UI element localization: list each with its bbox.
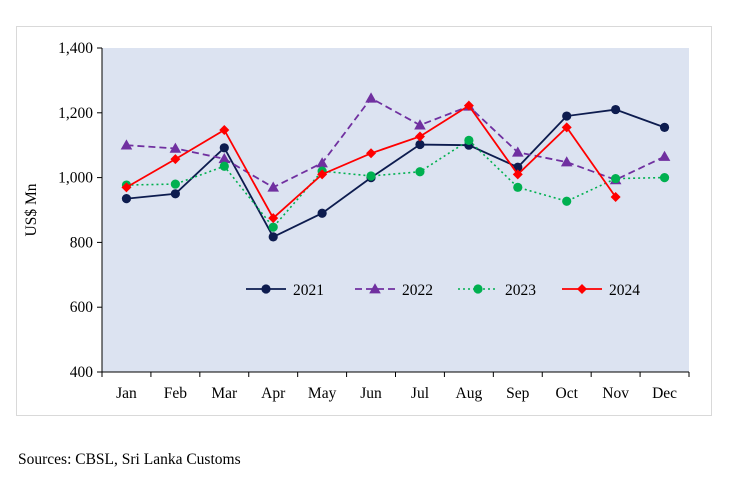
data-point-2023-Oct: [562, 196, 572, 206]
data-point-2023-Mar: [219, 161, 229, 171]
data-point-2024-Jan: [121, 182, 132, 193]
x-tick-label: Mar: [211, 385, 238, 402]
legend-marker-2023: [473, 284, 483, 294]
x-tick-label: Oct: [556, 385, 579, 402]
data-point-2023-Dec: [659, 173, 670, 183]
data-point-2021-Mar: [219, 143, 229, 153]
legend-item-2023: 2023: [458, 282, 536, 299]
data-point-2023-Aug: [464, 135, 474, 145]
data-point-2021-Apr: [268, 232, 278, 242]
data-point-2024-Nov: [610, 192, 621, 203]
plot-area: [102, 48, 689, 372]
data-point-2023-Apr: [268, 222, 278, 232]
x-tick-label: Sep: [506, 385, 530, 402]
x-tick-label: Jul: [411, 385, 429, 402]
legend-label-2021: 2021: [293, 282, 324, 299]
y-tick-label: 800: [70, 234, 94, 251]
data-point-2024-Jul: [414, 131, 425, 142]
data-point-2024-Aug: [463, 100, 474, 111]
x-tick-label: Feb: [164, 385, 188, 402]
series-2024: [121, 100, 621, 224]
data-point-2022-Apr: [267, 181, 280, 192]
data-point-2023-Jul: [415, 167, 425, 177]
data-point-2021-Feb: [170, 189, 180, 199]
x-tick-label: Nov: [602, 385, 629, 402]
data-point-2022-Sep: [511, 146, 524, 157]
y-axis-label: US$ Mn: [23, 183, 40, 236]
y-tick-label: 600: [70, 299, 94, 316]
data-point-2023-Nov: [611, 173, 621, 184]
series-line-2021: [126, 108, 665, 239]
data-point-2024-Apr: [268, 213, 279, 224]
data-point-2021-Jul: [415, 139, 425, 150]
data-point-2021-Oct: [562, 111, 572, 121]
data-point-2021-Nov: [611, 104, 621, 115]
series-line-2022: [126, 97, 665, 189]
data-point-2024-Oct: [561, 122, 572, 133]
y-tick-label: 1,200: [58, 105, 93, 122]
legend-label-2023: 2023: [505, 282, 536, 299]
data-point-2021-Sep: [513, 162, 523, 172]
data-point-2021-May: [317, 208, 327, 218]
series-2022: [120, 92, 671, 192]
x-tick-label: May: [308, 385, 337, 402]
data-point-2022-Oct: [560, 156, 573, 167]
legend-marker-2024: [577, 284, 587, 294]
x-tick-label: Aug: [456, 385, 483, 402]
source-note: Sources: CBSL, Sri Lanka Customs: [18, 451, 241, 468]
data-point-2024-Mar: [219, 124, 230, 135]
data-point-2023-Sep: [513, 182, 523, 192]
data-point-2023-Feb: [170, 179, 180, 189]
x-tick-label: Jan: [116, 385, 137, 402]
data-point-2022-Mar: [218, 153, 231, 164]
legend-marker-2022: [369, 283, 381, 294]
legend-marker-2021: [261, 284, 271, 294]
legend-item-2021: 2021: [246, 282, 324, 299]
series-2021: [121, 104, 670, 242]
data-point-2022-Jul: [414, 119, 426, 130]
x-tick-label: Jun: [360, 385, 382, 402]
data-point-2022-Feb: [169, 142, 182, 153]
data-point-2022-May: [316, 157, 328, 168]
data-point-2024-May: [317, 169, 328, 180]
data-point-2022-Dec: [658, 150, 671, 161]
x-tick-label: Dec: [652, 385, 677, 402]
y-tick-label: 1,000: [58, 170, 93, 187]
legend-label-2022: 2022: [402, 282, 433, 299]
legend-item-2024: 2024: [562, 282, 640, 299]
legend-label-2024: 2024: [609, 282, 640, 299]
data-point-2023-Jun: [366, 171, 376, 181]
data-point-2021-Dec: [659, 122, 670, 132]
data-point-2024-Feb: [170, 154, 181, 165]
legend-item-2022: 2022: [355, 282, 433, 299]
x-tick-label: Apr: [261, 385, 286, 402]
data-point-2021-Jan: [121, 194, 132, 204]
data-point-2022-Jun: [365, 92, 377, 103]
chart-frame: [16, 26, 712, 416]
data-point-2022-Jan: [120, 139, 133, 150]
data-point-2024-Jun: [366, 148, 377, 159]
y-tick-label: 400: [70, 364, 94, 381]
y-tick-label: 1,400: [58, 40, 93, 57]
data-point-2024-Sep: [512, 169, 523, 180]
